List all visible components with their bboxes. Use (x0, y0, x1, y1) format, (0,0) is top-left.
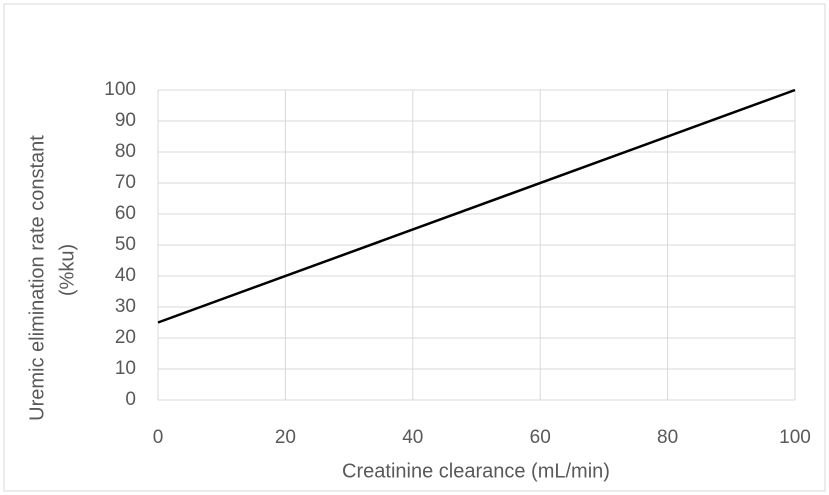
y-tick-label: 90 (115, 110, 136, 131)
x-axis-label: Creatinine clearance (mL/min) (342, 460, 610, 482)
y-tick-label: 60 (115, 203, 136, 224)
y-tick-label: 50 (115, 234, 136, 255)
x-tick-label: 40 (402, 427, 423, 448)
y-tick-label: 80 (115, 141, 136, 162)
y-tick-label: 0 (125, 389, 136, 410)
x-tick-label: 80 (657, 427, 678, 448)
y-tick-label: 70 (115, 172, 136, 193)
y-tick-label: 100 (104, 79, 136, 100)
x-tick-label: 20 (275, 427, 296, 448)
y-tick-label: 30 (115, 296, 136, 317)
x-tick-label: 60 (530, 427, 551, 448)
data-line (157, 88, 796, 324)
x-tick-label: 100 (779, 427, 811, 448)
chart-border (3, 3, 826, 492)
y-tick-label: 10 (115, 358, 136, 379)
y-tick-label: 20 (115, 327, 136, 348)
y-tick-label: 40 (115, 265, 136, 286)
y-axis-label: Uremic elimination rate constant (26, 135, 48, 421)
x-tick-label: 0 (153, 427, 164, 448)
y-axis-label: (%ku) (56, 244, 78, 296)
